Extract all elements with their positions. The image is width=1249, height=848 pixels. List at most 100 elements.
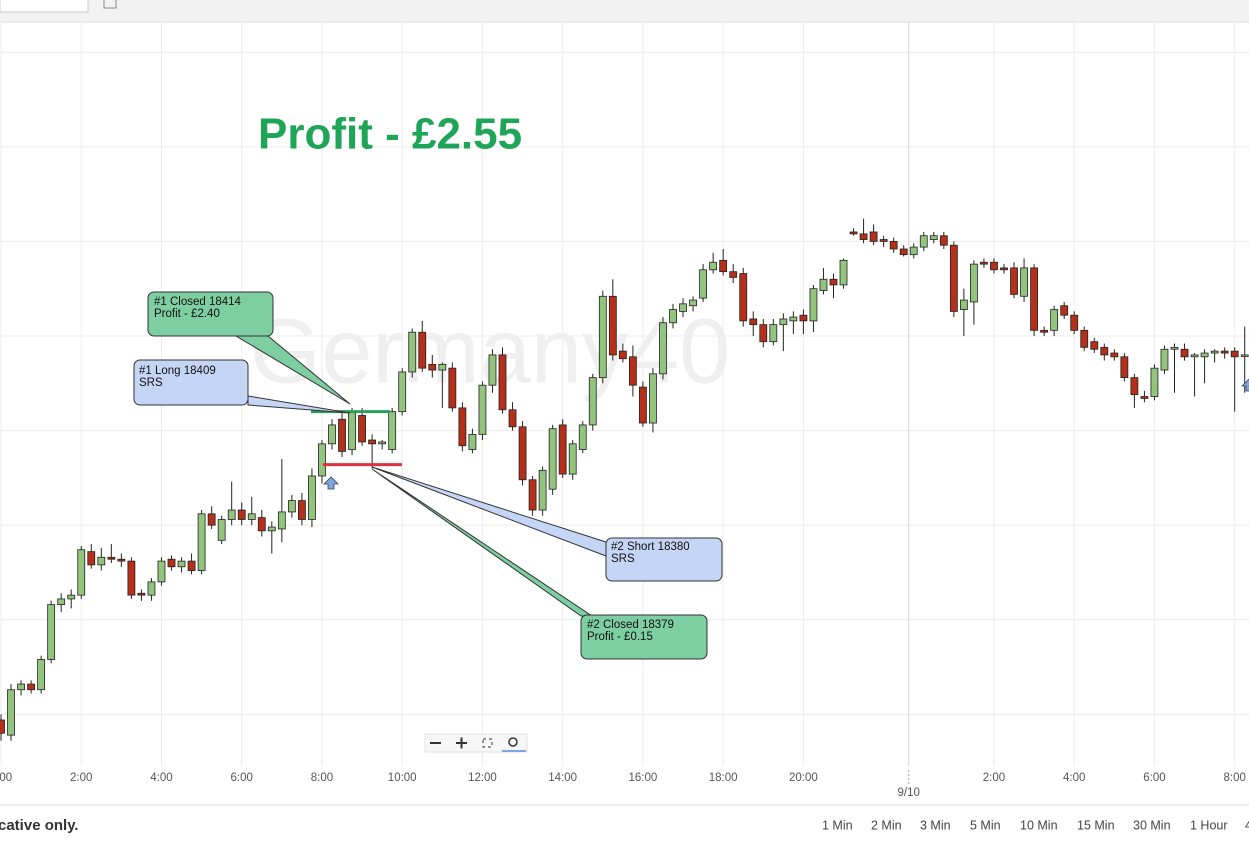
timeframe-button[interactable]: 1 Hour <box>1190 818 1228 832</box>
candle-body <box>1110 352 1119 358</box>
candle-body <box>1090 341 1099 350</box>
candle-body <box>709 261 718 271</box>
candle-body <box>448 367 457 409</box>
candle-body <box>980 261 988 265</box>
timeframe-button[interactable]: 10 Min <box>1020 818 1058 832</box>
candle-body <box>899 248 908 256</box>
candle-body <box>217 519 226 541</box>
x-tick-label: 6:00 <box>231 772 253 784</box>
trade-arrow <box>323 476 339 490</box>
candle-body <box>418 331 427 369</box>
candle-body <box>809 288 818 322</box>
timeframe-button[interactable]: 3 Min <box>920 818 951 832</box>
candle-body <box>769 324 778 343</box>
candle-body <box>498 354 507 411</box>
candle-body <box>67 594 76 600</box>
candle-body <box>929 235 938 240</box>
candle-body <box>378 441 387 445</box>
candle-body <box>17 683 25 691</box>
candle-body <box>438 363 447 371</box>
candle-body <box>689 299 697 307</box>
candle-body <box>779 318 788 326</box>
zoom-fit[interactable] <box>482 738 493 748</box>
x-tick-label: 4:00 <box>150 772 172 784</box>
candle-body <box>97 556 106 566</box>
timeframe-button[interactable]: 4 <box>1245 818 1249 832</box>
date-label: 9/10 <box>898 787 920 799</box>
candle-body <box>127 560 136 596</box>
candle-body <box>990 261 998 271</box>
candle-body <box>227 509 236 520</box>
candle-body <box>1210 350 1219 354</box>
candle-body <box>879 239 888 242</box>
timeframe-button[interactable]: 15 Min <box>1077 818 1115 832</box>
candle-body <box>137 592 146 596</box>
candle-body <box>37 659 46 691</box>
candle-body <box>939 235 948 246</box>
timeframe-button[interactable]: 30 Min <box>1133 818 1171 832</box>
candle-body <box>1000 267 1008 271</box>
candle-body <box>1190 354 1199 358</box>
candle-body <box>649 373 657 424</box>
candle-body <box>568 443 577 475</box>
candle-body <box>598 295 607 379</box>
candle-body <box>117 558 126 562</box>
candle-body <box>358 415 366 443</box>
candle-body <box>859 233 868 240</box>
candle-body <box>187 560 196 571</box>
timeframe-button[interactable]: 5 Min <box>970 818 1001 832</box>
x-tick-label: 2:00 <box>983 772 1005 784</box>
candle-body <box>528 479 537 511</box>
candle-body <box>27 683 35 691</box>
candle-body <box>197 513 206 571</box>
x-tick-label: 2:00 <box>70 772 92 784</box>
x-tick-label: 8:00 <box>311 772 333 784</box>
x-tick-label: 16:00 <box>629 772 658 784</box>
candle-body <box>1020 267 1028 297</box>
timeframe-button[interactable]: 2 Min <box>871 818 902 832</box>
candle-body <box>1220 350 1229 354</box>
candle-body <box>1040 329 1049 333</box>
candle-body <box>1060 305 1069 316</box>
candle-body <box>558 424 567 475</box>
annotation-box <box>133 359 249 406</box>
candle-body <box>297 500 306 520</box>
candle-body <box>398 371 407 413</box>
candle-body <box>1070 314 1079 331</box>
zoom-in[interactable] <box>456 737 467 749</box>
candle-body <box>679 303 687 312</box>
candle-body <box>1160 348 1169 371</box>
candle-body <box>0 719 5 734</box>
font-select[interactable] <box>0 0 89 13</box>
candle-body <box>1030 267 1038 331</box>
candle-body <box>368 439 377 445</box>
candle-body <box>639 386 647 424</box>
candle-body <box>1230 350 1239 358</box>
annotation-box <box>605 537 723 582</box>
candle-body <box>628 356 637 386</box>
annotation-text: #2 Closed 18379 <box>587 619 674 631</box>
candle-body <box>287 500 296 513</box>
timeframe-button[interactable]: 1 Min <box>822 818 853 832</box>
candle-body <box>318 443 326 477</box>
candle-body <box>749 318 758 326</box>
candle-body <box>1130 377 1139 396</box>
candle-body <box>669 309 677 324</box>
candle-body <box>909 246 918 256</box>
annotation-text: Profit - £0.15 <box>587 631 653 643</box>
candle-body <box>869 231 878 242</box>
candle-body <box>729 271 738 278</box>
candle-body <box>949 244 958 312</box>
toolbar-icon[interactable] <box>103 0 117 9</box>
annotation-box <box>580 614 708 660</box>
candle-body <box>348 411 356 450</box>
x-tick-label: 12:00 <box>468 772 497 784</box>
zoom-reset[interactable] <box>508 737 518 747</box>
x-tick-label: 18:00 <box>709 772 738 784</box>
annotation-text: #2 Short 18380 <box>611 541 690 553</box>
candle-body <box>1150 367 1159 397</box>
candle-body <box>849 231 858 235</box>
annotation-pointer <box>371 466 607 557</box>
candle-body <box>338 418 346 452</box>
candle-body <box>739 273 748 322</box>
